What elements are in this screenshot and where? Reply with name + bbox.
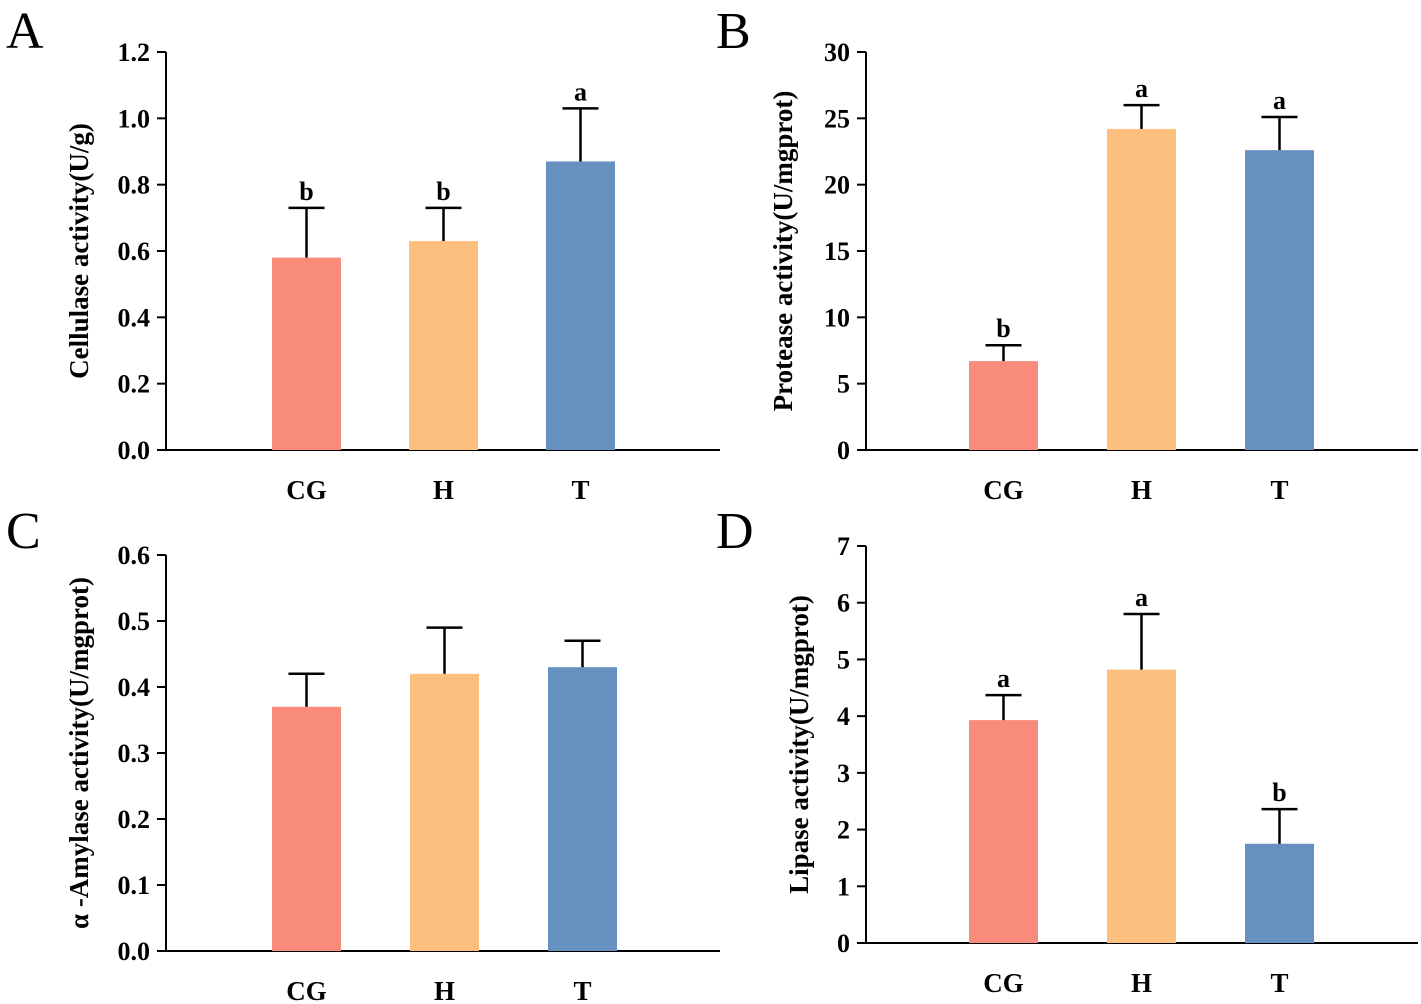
bar-t xyxy=(1245,150,1314,450)
y-tick-label: 0.2 xyxy=(118,805,151,834)
significance-label: a xyxy=(1135,74,1148,103)
significance-label: a xyxy=(997,664,1010,693)
y-tick-label: 6 xyxy=(837,589,850,618)
bar-h xyxy=(409,241,478,450)
significance-label: b xyxy=(299,177,313,206)
category-label-cg: CG xyxy=(286,976,327,1004)
category-label-cg: CG xyxy=(983,475,1024,505)
category-label-t: T xyxy=(1270,475,1288,505)
y-axis-label: α -Amylase activity(U/mgprot) xyxy=(64,577,94,929)
category-label-t: T xyxy=(571,475,589,505)
y-tick-label: 0 xyxy=(837,436,850,465)
y-tick-label: 0.6 xyxy=(118,541,151,570)
y-tick-label: 0 xyxy=(837,929,850,958)
y-tick-label: 3 xyxy=(837,759,850,788)
y-tick-label: 1.2 xyxy=(118,38,151,67)
bar-t xyxy=(548,667,617,951)
y-tick-label: 15 xyxy=(824,237,850,266)
panel-letter: B xyxy=(716,3,751,60)
bar-cg xyxy=(272,257,341,450)
y-tick-label: 5 xyxy=(837,370,850,399)
y-tick-label: 10 xyxy=(824,303,850,332)
bar-h xyxy=(1107,128,1176,451)
bar-t xyxy=(1245,843,1314,943)
y-tick-label: 30 xyxy=(824,38,850,67)
category-label-h: H xyxy=(434,976,455,1004)
chart-panel-a: A 0.0 0.2 0.4 0.6 0.8 1.0 1.2 Cellulase activity… xyxy=(6,3,720,505)
y-axis-label: Lipase activity(U/mgprot) xyxy=(784,595,814,894)
category-label-h: H xyxy=(1131,968,1152,998)
significance-label: a xyxy=(1273,86,1286,115)
bar-t xyxy=(546,161,615,450)
y-tick-label: 0.8 xyxy=(118,171,151,200)
bar-cg xyxy=(969,361,1038,450)
y-tick-label: 0.3 xyxy=(118,739,151,768)
chart-panel-c: C 0.0 0.1 0.2 0.3 0.4 0.5 0.6 α -Amylase activit… xyxy=(6,503,720,1004)
y-tick-label: 7 xyxy=(837,532,850,561)
bar-h xyxy=(1107,669,1176,943)
significance-label: b xyxy=(1272,778,1286,807)
category-label-t: T xyxy=(573,976,591,1004)
y-tick-label: 25 xyxy=(824,104,850,133)
chart-panel-b: B 0 5 10 15 20 25 30 Protease activity(U/mgprot)… xyxy=(716,3,1418,505)
category-label-cg: CG xyxy=(286,475,327,505)
y-tick-label: 0.0 xyxy=(118,937,151,966)
bar-h xyxy=(410,673,479,951)
category-label-h: H xyxy=(433,475,454,505)
y-tick-label: 5 xyxy=(837,645,850,674)
panel-letter: C xyxy=(6,503,41,560)
category-label-t: T xyxy=(1270,968,1288,998)
y-axis-label: Protease activity(U/mgprot) xyxy=(768,91,798,412)
y-tick-label: 4 xyxy=(837,702,850,731)
y-tick-label: 0.4 xyxy=(118,673,151,702)
panel-letter: D xyxy=(716,503,754,560)
category-label-cg: CG xyxy=(983,968,1024,998)
category-label-h: H xyxy=(1131,475,1152,505)
y-tick-label: 0.5 xyxy=(118,607,151,636)
y-tick-label: 0.6 xyxy=(118,237,151,266)
bar-cg xyxy=(272,706,341,951)
significance-label: b xyxy=(436,177,450,206)
y-tick-label: 1.0 xyxy=(118,104,151,133)
y-tick-label: 20 xyxy=(824,171,850,200)
significance-label: a xyxy=(574,77,587,106)
y-tick-label: 0.0 xyxy=(118,436,151,465)
y-tick-label: 2 xyxy=(837,816,850,845)
y-tick-label: 0.1 xyxy=(118,871,151,900)
y-tick-label: 0.2 xyxy=(118,370,151,399)
significance-label: b xyxy=(996,314,1010,343)
significance-label: a xyxy=(1135,583,1148,612)
bar-cg xyxy=(969,720,1038,943)
panel-letter: A xyxy=(6,3,44,60)
y-tick-label: 0.4 xyxy=(118,303,151,332)
y-axis-label: Cellulase activity(U/g) xyxy=(64,123,94,379)
y-tick-label: 1 xyxy=(837,872,850,901)
chart-panel-d: D 0 1 2 3 4 5 6 7 Lipase activity(U/mgprot) a CG a Hb… xyxy=(716,503,1418,998)
